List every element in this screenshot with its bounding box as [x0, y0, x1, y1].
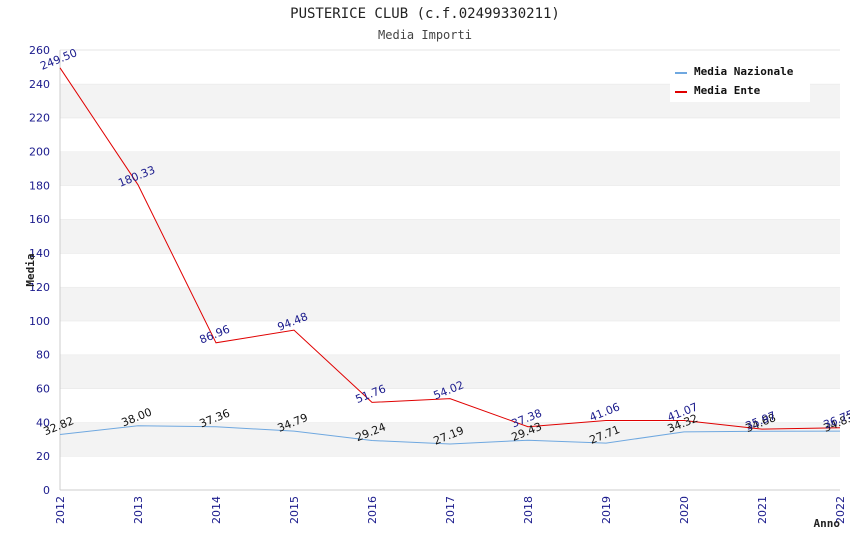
grid-band: [60, 117, 840, 152]
grid-band: [60, 456, 840, 490]
y-tick-label: 180: [29, 179, 50, 192]
grid-band: [60, 219, 840, 254]
x-tick-label: 2015: [288, 496, 301, 524]
grid-band: [60, 422, 840, 457]
x-tick-label: 2022: [834, 496, 847, 524]
x-tick-label: 2016: [366, 496, 379, 524]
y-tick-label: 140: [29, 247, 50, 260]
y-tick-label: 20: [36, 450, 50, 463]
y-tick-label: 100: [29, 315, 50, 328]
y-tick-label: 240: [29, 78, 50, 91]
x-tick-label: 2018: [522, 496, 535, 524]
grid-bands: [60, 49, 840, 490]
y-tick-label: 220: [29, 112, 50, 125]
y-axis-label: Media: [24, 253, 37, 286]
x-tick-label: 2012: [54, 496, 67, 524]
x-tick-label: 2020: [678, 496, 691, 524]
y-tick-label: 260: [29, 44, 50, 57]
x-tick-label: 2019: [600, 496, 613, 524]
data-labels: 32.82 38.00 37.36 34.79 29.24 27.19 29.43 27.71…: [38, 46, 850, 447]
legend-box: [670, 60, 810, 102]
chart-subtitle: Media Importi: [378, 28, 472, 42]
grid-band: [60, 388, 840, 423]
grid-band: [60, 354, 840, 389]
legend-label-media-nazionale: Media Nazionale: [694, 65, 794, 78]
grid-band: [60, 185, 840, 220]
y-tick-labels: 0 20 40 60 80 100 120 140 160 180 200 220 240 260: [29, 44, 50, 497]
y-tick-label: 40: [36, 416, 50, 429]
y-tick-label: 200: [29, 146, 50, 159]
grid-band: [60, 320, 840, 355]
legend-label-media-ente: Media Ente: [694, 84, 761, 97]
y-tick-label: 0: [43, 484, 50, 497]
x-tick-label: 2021: [756, 496, 769, 524]
x-axis-label: Anno: [814, 517, 841, 530]
chart-title: PUSTERICE CLUB (c.f.02499330211): [290, 6, 560, 22]
series-line-media-ente: [59, 67, 841, 430]
x-tick-labels: 2012 2013 2014 2015 2016 2017 2018 2019 2020 2021…: [54, 496, 847, 524]
x-tick-label: 2017: [444, 496, 457, 524]
x-tick-label: 2014: [210, 496, 223, 524]
grid-band: [60, 286, 840, 321]
y-tick-label: 160: [29, 213, 50, 226]
series-lines: [59, 67, 841, 445]
grid-band: [60, 253, 840, 287]
y-tick-label: 120: [29, 281, 50, 294]
grid-band: [60, 151, 840, 186]
y-tick-label: 60: [36, 382, 50, 395]
y-tick-label: 80: [36, 349, 50, 362]
x-tick-label: 2013: [132, 496, 145, 524]
series-line-media-nazionale: [59, 425, 841, 445]
legend: Media Nazionale Media Ente: [670, 60, 810, 102]
